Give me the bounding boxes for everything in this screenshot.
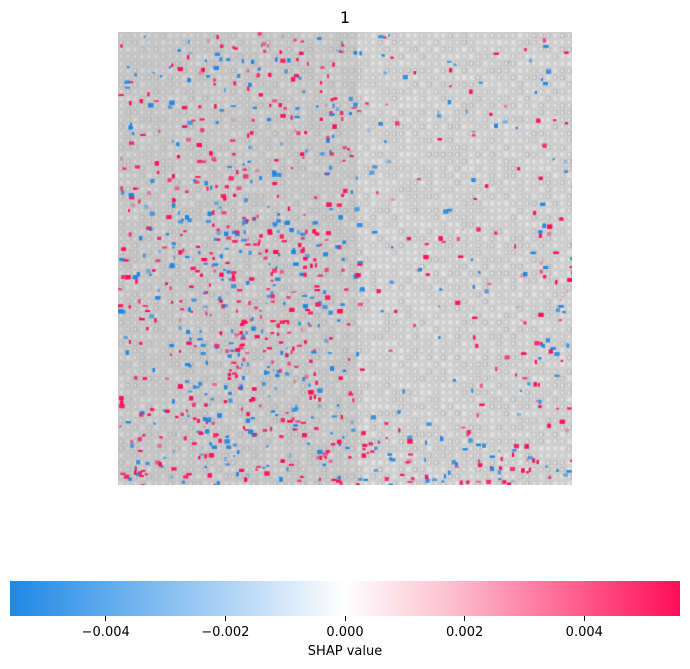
colorbar-tick	[344, 616, 346, 621]
colorbar-tick	[224, 616, 226, 621]
colorbar-tick-label: 0.000	[326, 625, 364, 640]
colorbar-tick-label: −0.002	[201, 625, 250, 640]
colorbar-label: SHAP value	[307, 644, 383, 659]
chart-title: 1	[339, 8, 351, 27]
colorbar-tick	[464, 616, 466, 621]
shap-heatmap	[118, 32, 572, 485]
colorbar	[10, 581, 680, 616]
colorbar-tick	[583, 616, 585, 621]
shap-heatmap-canvas	[118, 32, 572, 485]
colorbar-tick-label: −0.004	[81, 625, 130, 640]
colorbar-tick	[105, 616, 107, 621]
colorbar-tick-label: 0.004	[565, 625, 603, 640]
colorbar-tick-label: 0.002	[446, 625, 484, 640]
